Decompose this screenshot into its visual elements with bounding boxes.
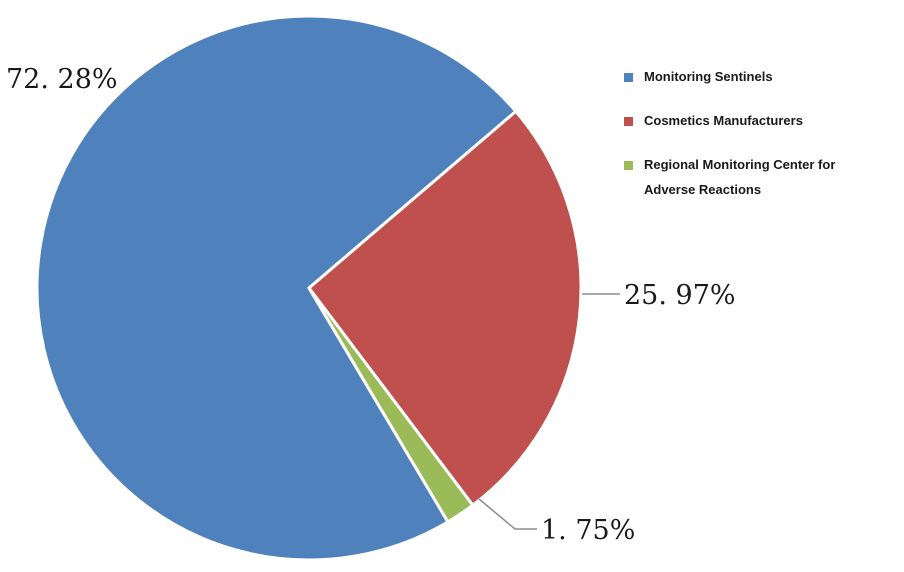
data-label-2: 1. 75% <box>541 515 635 546</box>
label-leader-line <box>478 498 537 530</box>
legend-item-cosmetics-manufacturers[interactable]: Cosmetics Manufacturers <box>624 108 894 133</box>
legend-swatch-regional-monitoring-center <box>624 161 633 170</box>
pie-slice-regional-monitoring-center-for-adverse-reactions[interactable] <box>307 286 475 524</box>
pie-slices <box>35 14 583 562</box>
chart-legend: Monitoring Sentinels Cosmetics Manufactu… <box>624 64 894 221</box>
pie-data-labels: 72. 28% 25. 97% 1. 75% <box>6 64 736 546</box>
data-label-1: 25. 97% <box>624 280 736 311</box>
legend-item-monitoring-sentinels[interactable]: Monitoring Sentinels <box>624 64 894 89</box>
legend-swatch-monitoring-sentinels <box>624 73 633 82</box>
legend-item-regional-monitoring-center[interactable]: Regional Monitoring Center for Adverse R… <box>624 152 894 202</box>
data-label-0: 72. 28% <box>6 64 118 95</box>
pie-slice-monitoring-sentinels[interactable] <box>35 14 518 562</box>
pie-slice-cosmetics-manufacturers[interactable] <box>307 109 583 507</box>
legend-label: Cosmetics Manufacturers <box>644 113 803 128</box>
legend-swatch-cosmetics-manufacturers <box>624 117 633 126</box>
legend-label: Regional Monitoring Center for Adverse R… <box>644 157 836 197</box>
legend-label: Monitoring Sentinels <box>644 69 773 84</box>
